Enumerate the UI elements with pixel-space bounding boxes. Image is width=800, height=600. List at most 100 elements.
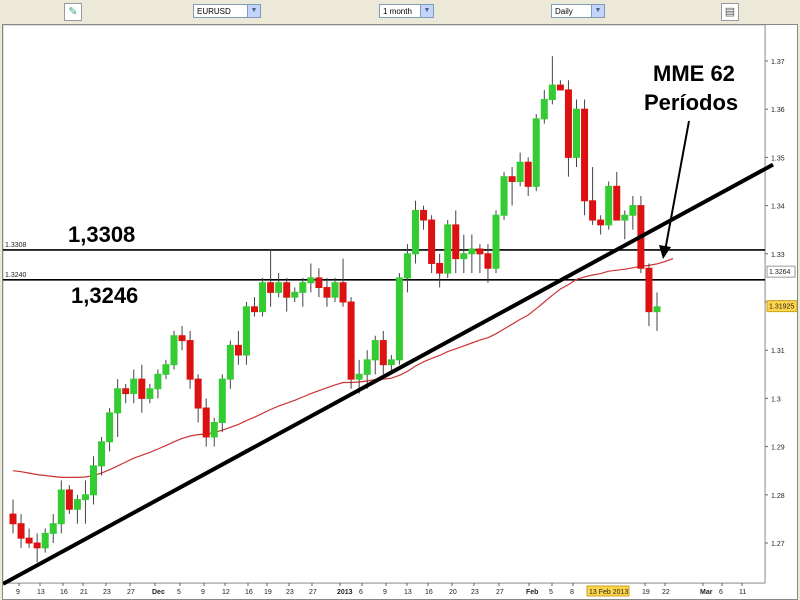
x-tick-label: 12: [222, 589, 230, 596]
y-tick-label: 1.27: [771, 541, 785, 548]
candle-up: [90, 465, 97, 496]
candle-down: [476, 248, 484, 255]
x-tick-label: 20: [449, 589, 457, 596]
candle-up: [98, 441, 106, 467]
candle-up: [468, 248, 476, 255]
candle-up: [363, 359, 371, 375]
trend-line: [3, 162, 774, 586]
x-tick-label: 13: [404, 589, 412, 596]
candle-up: [355, 373, 363, 380]
period-value: 1 month: [383, 7, 412, 16]
candle-up: [226, 344, 234, 380]
candle-up: [57, 489, 65, 525]
candle-down: [339, 282, 347, 303]
x-tick-label: 16: [60, 589, 68, 596]
candle-up: [299, 282, 307, 293]
candle-up: [444, 224, 452, 274]
y-tick-label: 1.3: [771, 396, 781, 403]
x-tick-label: 9: [16, 589, 20, 596]
candle-up: [387, 359, 395, 366]
x-tick-label: 16: [425, 589, 433, 596]
candle-up: [621, 214, 629, 221]
candle-down: [436, 262, 444, 274]
x-tick-label: 9: [383, 589, 387, 596]
x-tick-label: 23: [286, 589, 294, 596]
candle-up: [154, 373, 162, 390]
candle-up: [492, 214, 500, 269]
x-tick-label: 9: [201, 589, 205, 596]
cursor-price-value: 1.31925: [769, 304, 794, 311]
ema-line: [12, 258, 674, 478]
candle-up: [371, 340, 379, 361]
resistance-annotation: 1,3308: [68, 222, 135, 247]
interval-value: Daily: [555, 7, 573, 16]
candle-down: [33, 542, 41, 549]
last-price-tag: [766, 265, 796, 278]
candle-down: [428, 219, 436, 264]
candle-up: [395, 277, 403, 361]
x-tick-label: 6: [359, 589, 363, 596]
x-tick-label: Mar: [700, 589, 713, 596]
x-tick-label: 2013: [337, 589, 353, 596]
candle-down: [613, 185, 621, 221]
candle-down: [508, 176, 516, 182]
x-tick-label: 23: [471, 589, 479, 596]
candle-down: [283, 282, 291, 298]
candle-down: [138, 378, 146, 399]
candle-up: [210, 422, 218, 438]
cursor-price-tag: [766, 300, 797, 313]
chart-edit-icon[interactable]: ✎: [64, 3, 82, 21]
ema-arrow-line: [664, 120, 690, 252]
candle-down: [556, 84, 564, 91]
candle-down: [186, 340, 194, 380]
x-tick-label: 8: [570, 589, 574, 596]
candle-up: [605, 185, 613, 226]
y-tick-label: 1.36: [771, 107, 785, 114]
candle-up: [573, 108, 580, 158]
candle-down: [564, 89, 572, 158]
candle-down: [452, 224, 460, 260]
candle-up: [412, 209, 419, 255]
candle-down: [9, 513, 17, 525]
x-tick-label: 22: [662, 589, 670, 596]
x-tick-label: Dec: [152, 589, 165, 596]
y-tick-label: 1.29: [771, 445, 785, 452]
toolbar: ✎ EURUSD ▼ 1 month ▼ Daily ▼ ▤: [0, 0, 800, 24]
period-select[interactable]: 1 month ▼: [379, 4, 434, 18]
x-tick-label: 13: [37, 589, 45, 596]
x-tick-label: 13 Feb 2013: [589, 589, 628, 596]
candle-up: [629, 205, 637, 216]
candle-up: [218, 378, 226, 423]
candle-down: [122, 388, 130, 395]
chart-canvas: 1.371.361.351.341.331.321.311.31.291.281…: [3, 25, 797, 597]
candle-up: [114, 388, 122, 414]
candle-up: [516, 161, 524, 183]
candle-down: [194, 378, 202, 409]
candle-down: [315, 277, 323, 289]
candle-down: [347, 301, 355, 380]
x-tick-label: Feb: [526, 589, 538, 596]
x-tick-label: 5: [549, 589, 553, 596]
candle-up: [307, 277, 315, 284]
y-tick-label: 1.34: [771, 204, 785, 211]
x-tick-label: 16: [245, 589, 253, 596]
symbol-value: EURUSD: [197, 7, 231, 16]
y-tick-label: 1.37: [771, 59, 785, 66]
symbol-select[interactable]: EURUSD ▼: [193, 4, 261, 18]
candle-down: [581, 108, 589, 202]
candle-down: [251, 306, 258, 313]
candle-down: [25, 537, 33, 544]
candle-up: [291, 291, 299, 298]
price-chart[interactable]: 1.371.361.351.341.331.321.311.31.291.281…: [2, 24, 798, 600]
candle-down: [589, 200, 597, 221]
candle-up: [41, 532, 49, 549]
candle-down: [484, 253, 492, 269]
candle-up: [162, 364, 170, 375]
y-tick-label: 1.31: [771, 348, 785, 355]
interval-select[interactable]: Daily ▼: [551, 4, 605, 18]
export-icon[interactable]: ▤: [721, 3, 739, 21]
candle-up: [653, 306, 661, 313]
candle-up: [73, 499, 81, 510]
candle-up: [146, 388, 154, 399]
candle-down: [178, 335, 186, 342]
